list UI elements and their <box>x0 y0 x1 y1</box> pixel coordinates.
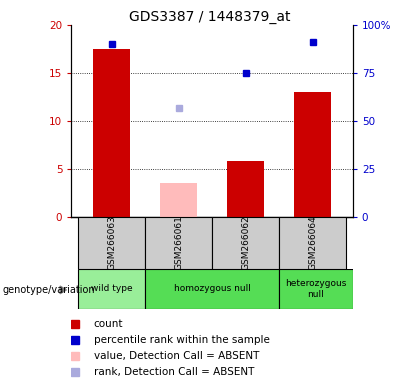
Bar <box>279 269 353 309</box>
Text: GSM266064: GSM266064 <box>308 215 317 270</box>
Text: rank, Detection Call = ABSENT: rank, Detection Call = ABSENT <box>94 367 254 377</box>
Text: percentile rank within the sample: percentile rank within the sample <box>94 335 270 345</box>
Bar <box>294 92 331 217</box>
Bar <box>78 217 145 269</box>
Bar <box>145 217 212 269</box>
Bar <box>279 217 346 269</box>
Text: count: count <box>94 319 123 329</box>
Bar <box>212 217 279 269</box>
Text: GSM266062: GSM266062 <box>241 215 250 270</box>
Text: GSM266063: GSM266063 <box>107 215 116 270</box>
Bar <box>78 269 145 309</box>
Bar <box>160 184 197 217</box>
Bar <box>145 269 279 309</box>
Bar <box>227 161 264 217</box>
Text: homozygous null: homozygous null <box>173 285 251 293</box>
Text: GSM266061: GSM266061 <box>174 215 183 270</box>
Text: value, Detection Call = ABSENT: value, Detection Call = ABSENT <box>94 351 259 361</box>
Text: wild type: wild type <box>91 285 132 293</box>
Text: GDS3387 / 1448379_at: GDS3387 / 1448379_at <box>129 10 291 23</box>
Bar <box>93 49 130 217</box>
Text: heterozygous
null: heterozygous null <box>285 279 346 299</box>
Text: genotype/variation: genotype/variation <box>2 285 95 295</box>
Polygon shape <box>60 286 66 294</box>
